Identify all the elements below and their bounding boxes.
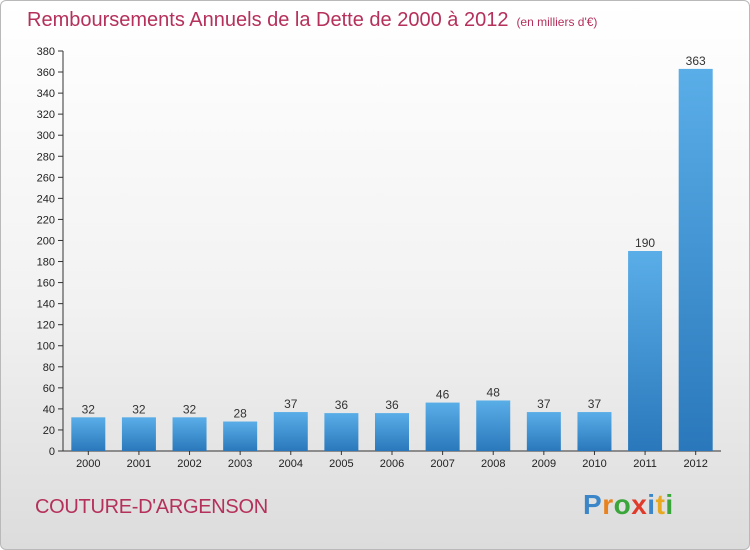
- value-label-2000: 32: [82, 402, 96, 416]
- y-tick-label: 0: [49, 446, 55, 458]
- y-tick-label: 200: [37, 235, 55, 247]
- value-label-2007: 46: [436, 388, 450, 402]
- bar-2011: [628, 251, 663, 451]
- bar-2003: [223, 421, 258, 451]
- y-tick-label: 240: [37, 193, 55, 205]
- chart-title-text: Remboursements Annuels de la Dette de 20…: [27, 9, 509, 31]
- y-tick-label: 260: [37, 172, 55, 184]
- x-tick-label-2012: 2012: [683, 458, 707, 470]
- value-label-2011: 190: [635, 236, 655, 250]
- y-tick-label: 380: [37, 46, 55, 58]
- value-label-2004: 37: [284, 397, 298, 411]
- x-tick-label-2001: 2001: [127, 458, 151, 470]
- y-tick-label: 60: [43, 383, 55, 395]
- value-label-2001: 32: [132, 402, 146, 416]
- bar-2004: [273, 412, 308, 451]
- value-label-2012: 363: [686, 54, 706, 68]
- proxiti-logo: Proxiti: [583, 489, 674, 521]
- y-tick-label: 320: [37, 109, 55, 121]
- y-tick-label: 300: [37, 130, 55, 142]
- x-tick-label-2010: 2010: [582, 458, 606, 470]
- logo-letter: i: [665, 489, 674, 520]
- y-tick-label: 180: [37, 257, 55, 269]
- bar-2010: [577, 412, 612, 451]
- x-tick-label-2008: 2008: [481, 458, 505, 470]
- y-tick-label: 140: [37, 299, 55, 311]
- y-tick-label: 280: [37, 151, 55, 163]
- y-tick-label: 20: [43, 425, 55, 437]
- bar-2008: [476, 400, 511, 451]
- y-tick-label: 220: [37, 214, 55, 226]
- value-label-2009: 37: [537, 397, 551, 411]
- x-tick-label-2000: 2000: [76, 458, 100, 470]
- logo-letter: r: [602, 489, 614, 520]
- logo-letter: P: [583, 489, 603, 520]
- x-tick-label-2009: 2009: [532, 458, 556, 470]
- y-tick-label: 120: [37, 320, 55, 332]
- logo-letter: i: [647, 489, 656, 520]
- value-label-2003: 28: [233, 407, 247, 421]
- bar-2006: [375, 413, 409, 451]
- logo-letter: o: [613, 489, 632, 520]
- x-tick-label-2005: 2005: [329, 458, 353, 470]
- y-tick-label: 40: [43, 404, 55, 416]
- bar-2001: [121, 417, 156, 451]
- y-tick-label: 160: [37, 278, 55, 290]
- y-tick-label: 360: [37, 67, 55, 79]
- logo-letter: x: [631, 489, 648, 520]
- chart-subtitle: (en milliers d'€): [516, 15, 598, 29]
- bar-2012: [678, 68, 713, 451]
- logo-letter: t: [655, 489, 666, 520]
- value-label-2006: 36: [385, 398, 399, 412]
- value-label-2005: 36: [335, 398, 349, 412]
- value-label-2008: 48: [487, 385, 501, 399]
- bar-2009: [526, 412, 561, 451]
- value-labels: 32 32 32 28 37 36 36 46 48 37 37 190 363: [82, 54, 706, 421]
- y-tick-label: 340: [37, 88, 55, 100]
- bar-2005: [324, 413, 359, 451]
- bar-2000: [71, 417, 106, 451]
- x-tick-label-2004: 2004: [279, 458, 303, 470]
- x-tick-label-2007: 2007: [430, 458, 454, 470]
- x-tick-label-2011: 2011: [633, 458, 657, 470]
- value-label-2002: 32: [183, 402, 197, 416]
- y-tick-label: 80: [43, 362, 55, 374]
- bar-2007: [425, 402, 460, 451]
- chart-title: Remboursements Annuels de la Dette de 20…: [27, 9, 597, 32]
- y-tick-label: 100: [37, 341, 55, 353]
- bar-2002: [172, 417, 207, 451]
- bars: [71, 68, 713, 451]
- commune-name: COUTURE-D'ARGENSON: [35, 496, 268, 518]
- x-tick-label-2006: 2006: [380, 458, 404, 470]
- value-label-2010: 37: [588, 397, 602, 411]
- x-tick-label-2002: 2002: [177, 458, 201, 470]
- x-tick-label-2003: 2003: [228, 458, 252, 470]
